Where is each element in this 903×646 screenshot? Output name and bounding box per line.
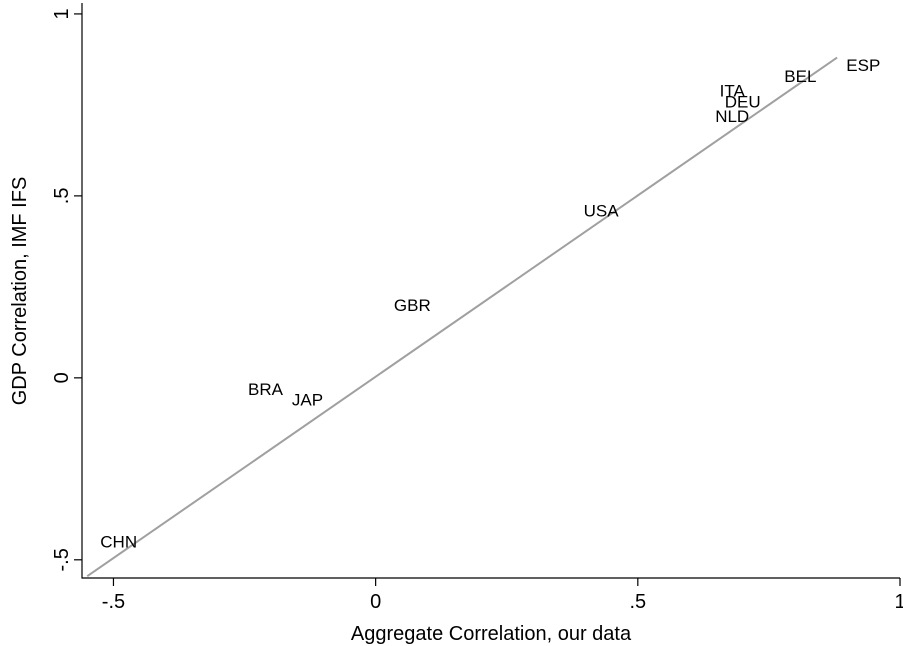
plot-area: [82, 3, 900, 578]
fit-line-layer: [86, 56, 838, 578]
point-label-bel: BEL: [784, 67, 816, 86]
y-tick-label: .5: [51, 188, 73, 205]
x-tick-label: .5: [629, 591, 646, 613]
point-label-ita: ITA: [720, 81, 746, 100]
point-label-deu: DEU: [725, 92, 761, 111]
point-label-chn: CHN: [100, 533, 137, 552]
x-axis-title: Aggregate Correlation, our data: [351, 623, 632, 645]
y-tick-label: -.5: [51, 548, 73, 571]
x-tick-label: 1: [894, 591, 903, 613]
fit-line: [86, 56, 838, 578]
point-label-bra: BRA: [248, 380, 284, 399]
point-label-nld: NLD: [715, 107, 749, 126]
point-label-jap: JAP: [292, 391, 323, 410]
point-label-gbr: GBR: [394, 296, 431, 315]
y-axis-title: GDP Correlation, IMF IFS: [9, 177, 31, 406]
ticks-layer: -.5 0 .5 1 -.5 0 .5 1: [51, 8, 903, 613]
y-tick-label: 1: [51, 8, 73, 19]
x-tick-label: 0: [370, 591, 381, 613]
y-tick-label: 0: [51, 372, 73, 383]
point-label-usa: USA: [584, 201, 620, 220]
x-tick-label: -.5: [102, 591, 125, 613]
point-label-esp: ESP: [846, 56, 880, 75]
axes-layer: [81, 3, 900, 579]
